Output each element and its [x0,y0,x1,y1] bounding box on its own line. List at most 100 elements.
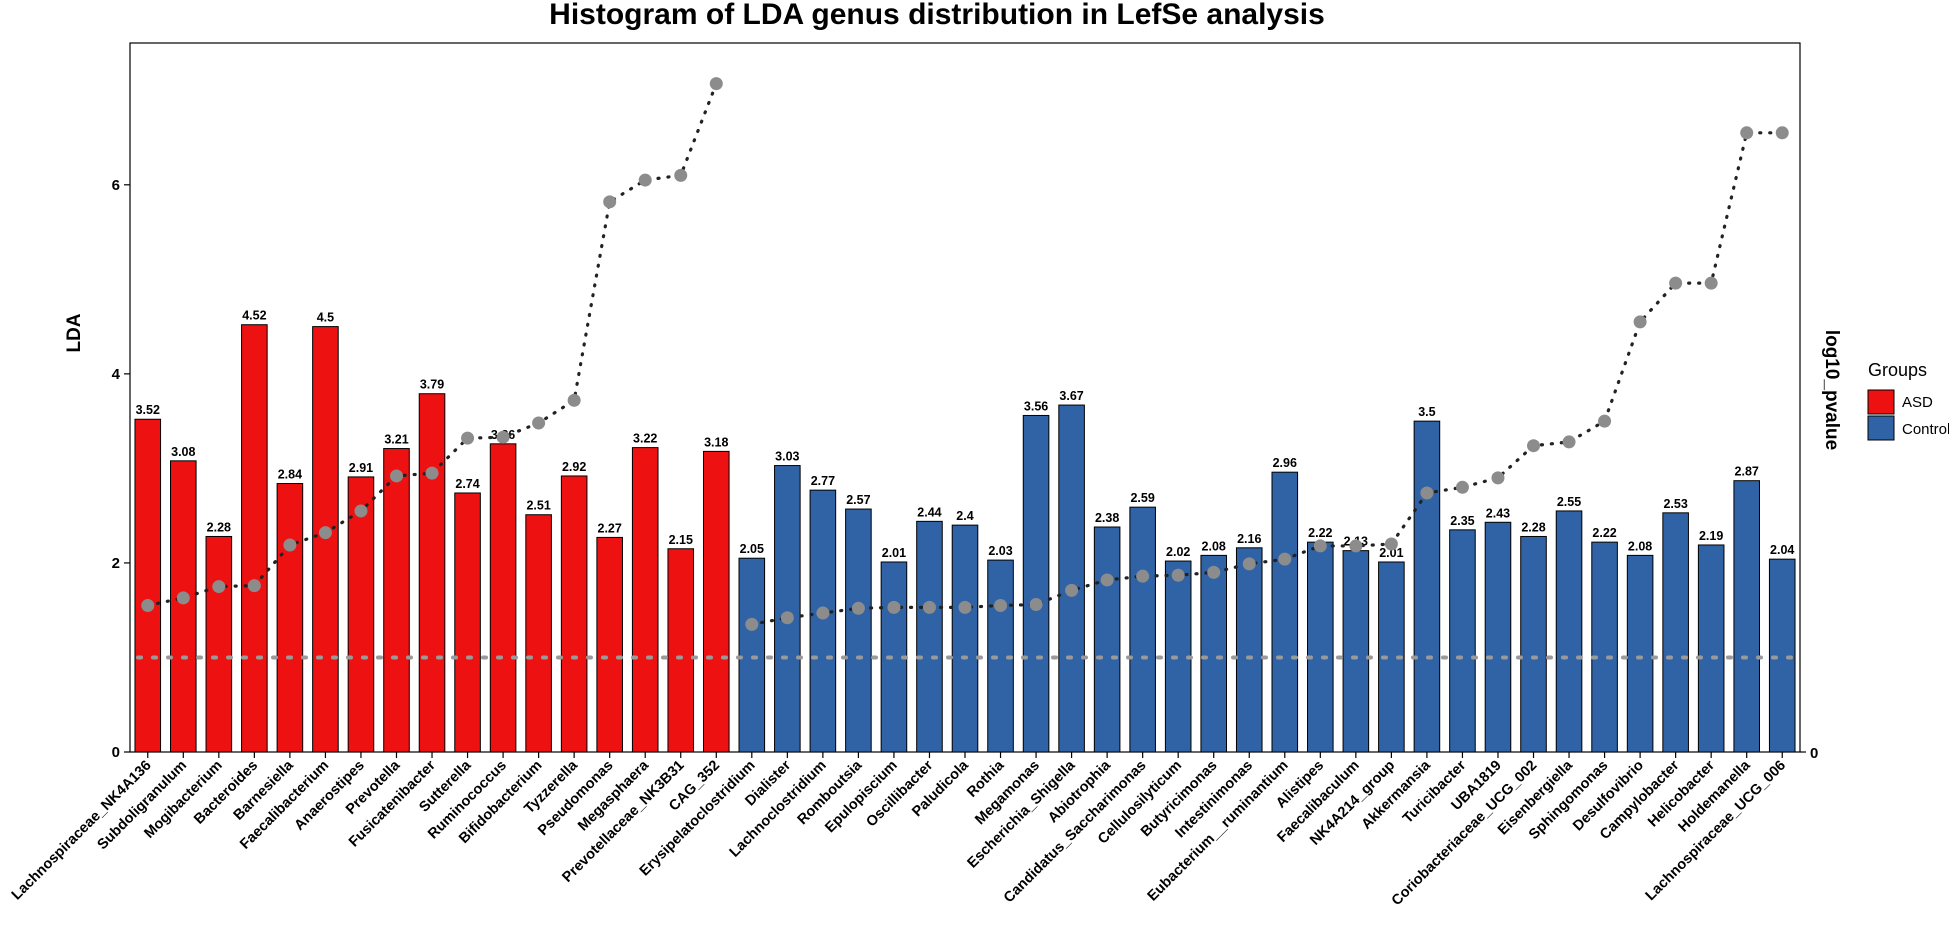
pvalue-point [461,431,475,445]
bar [1449,529,1476,753]
pvalue-point [745,617,759,631]
pvalue-point [1278,552,1292,566]
bar [1058,404,1085,753]
bar [241,324,268,753]
pvalue-point [1420,486,1434,500]
bar [276,483,304,753]
plot-area: 02463.52Lachnospiraceae_NK4A1363.08Subdo… [9,42,1806,909]
legend-title: Groups [1868,360,1927,380]
y2-tick-label-0: 0 [1810,745,1818,762]
bar [560,475,588,753]
bar-value-label: 2.22 [1308,526,1332,540]
bar [1271,471,1299,753]
bar-value-label: 2.28 [207,520,231,534]
pvalue-point [1491,471,1505,485]
bar-value-label: 2.43 [1486,506,1510,520]
bar-value-label: 2.84 [278,468,302,482]
y-tick-label-4: 4 [112,366,121,383]
bar-value-label: 2.22 [1592,526,1616,540]
pvalue-point [1669,276,1683,290]
pvalue-point [1633,315,1647,329]
bar [1129,506,1156,753]
bar [845,508,872,753]
legend: Groups ASD Control [1867,360,1949,441]
bar-value-label: 2.59 [1130,491,1154,505]
pvalue-point [1313,539,1327,553]
bar-value-label: 2.01 [1379,546,1403,560]
bar [1520,535,1547,753]
bar-value-label: 2.51 [526,499,550,513]
bar [1626,554,1654,753]
pvalue-point [958,600,972,614]
bar [1591,541,1618,753]
bar-value-label: 2.15 [669,533,693,547]
pvalue-point [1065,583,1079,597]
bar [134,418,162,753]
pvalue-point [212,580,226,594]
pvalue-point [247,579,261,593]
pvalue-point [851,601,865,615]
bar-value-label: 3.79 [420,378,444,392]
bar [702,450,730,753]
chart-title: Histogram of LDA genus distribution in L… [549,0,1325,31]
pvalue-point [1242,557,1256,571]
pvalue-point [425,466,439,480]
bar-value-label: 4.52 [242,309,266,323]
bar-value-label: 2.27 [598,521,622,535]
pvalue-point [603,195,617,209]
pvalue-point [1100,573,1114,587]
bar-value-label: 2.19 [1699,529,1723,543]
bar-value-label: 2.01 [882,546,906,560]
pvalue-point [1207,565,1221,579]
pvalue-point [1136,569,1150,583]
bar [489,443,517,753]
bar-value-label: 2.74 [455,477,479,491]
bar-value-label: 2.44 [917,505,941,519]
bar [1093,526,1121,753]
bar [1484,521,1512,753]
bar-value-label: 2.16 [1237,532,1261,546]
legend-label-control: Control [1902,421,1949,438]
bar-value-label: 2.08 [1628,539,1652,553]
x-tick-label: Lachnospiraceae_NK4A136 [9,758,155,904]
bar [170,460,197,753]
legend-swatch-control [1867,415,1895,441]
bar [525,514,552,753]
bar-value-label: 3.5 [1418,405,1435,419]
bar-value-label: 3.67 [1059,389,1083,403]
pvalue-point [1562,435,1576,449]
bar [774,465,801,753]
bar-value-label: 3.22 [633,432,657,446]
y-axis-title: LDA [64,313,85,352]
bar [596,536,623,753]
pvalue-line-asd [146,82,718,608]
pvalue-point [1775,126,1789,140]
bar [347,476,375,753]
pvalue-line-control [750,131,1784,626]
bar-value-label: 2.55 [1557,495,1581,509]
pvalue-point [709,77,723,91]
y-tick-label-6: 6 [112,177,120,194]
bar-value-label: 3.08 [171,445,195,459]
pvalue-point [389,469,403,483]
bar-value-label: 2.77 [811,474,835,488]
bar [205,535,233,753]
bar-value-label: 2.03 [988,544,1012,558]
y2-axis-title: log10_pvalue [1821,330,1842,450]
pvalue-point [780,611,794,625]
bar-value-label: 2.92 [562,460,586,474]
bar-value-label: 2.38 [1095,511,1119,525]
bar-value-label: 2.57 [846,493,870,507]
pvalue-point [1455,480,1469,494]
bar [1555,510,1583,753]
pvalue-point [567,393,581,407]
pvalue-point [674,168,688,182]
bar-value-label: 3.18 [704,435,728,449]
pvalue-point [1171,568,1185,582]
bar [383,448,410,753]
pvalue-point [283,538,297,552]
bar [1307,541,1334,753]
pvalue-point [1740,126,1754,140]
bar-value-label: 2.28 [1521,520,1545,534]
